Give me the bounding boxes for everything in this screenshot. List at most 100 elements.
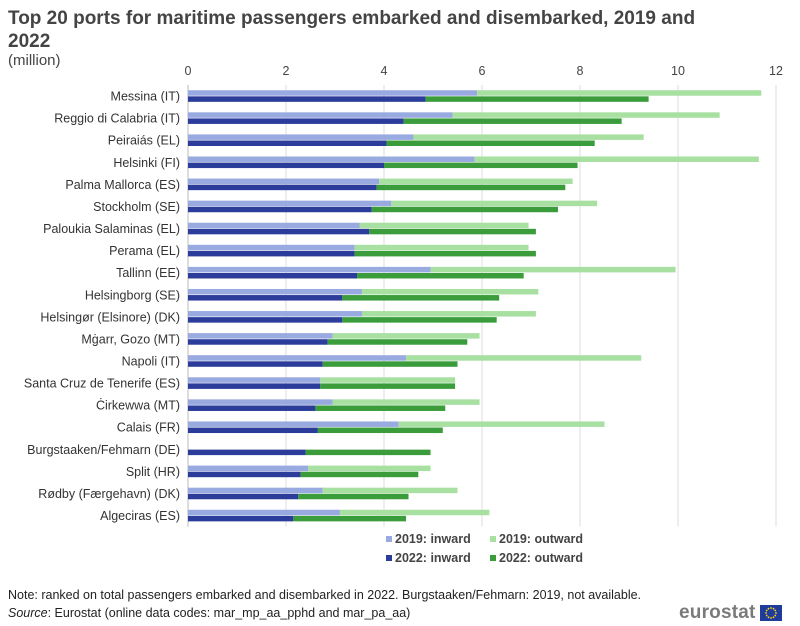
bar-2022-outward xyxy=(315,405,446,411)
bar-2019-inward xyxy=(188,112,453,118)
bar-2022-inward xyxy=(188,317,343,323)
bar-2022-outward xyxy=(322,361,458,367)
legend-swatch xyxy=(386,555,392,561)
bar-2019-inward xyxy=(188,509,340,516)
category-label: Helsinki (FI) xyxy=(113,156,180,170)
legend-label: 2022: inward xyxy=(395,551,471,565)
bar-chart: 0 2 4 6 8 10 12 Messina (IT) Reggio di Calabria … xyxy=(24,64,783,565)
bar-2019-outward xyxy=(308,465,431,472)
bar-2022-outward xyxy=(342,317,497,323)
bar-2022-inward xyxy=(188,184,377,191)
bar-2022-inward xyxy=(188,272,358,279)
bar-2022-inward xyxy=(188,427,318,434)
bar-2022-outward xyxy=(293,515,407,522)
bar-2019-inward xyxy=(188,156,475,162)
category-label: Burgstaaken/Fehmarn (DE) xyxy=(27,443,180,457)
category-label: Mġarr, Gozo (MT) xyxy=(81,332,180,346)
bar-2019-inward xyxy=(188,399,333,405)
source-label: Source xyxy=(8,606,48,620)
bar-2022-inward xyxy=(188,449,306,456)
bar-2019-inward xyxy=(188,244,355,251)
bar-2019-outward xyxy=(474,156,759,162)
source-text: : Eurostat (online data codes: mar_mp_aa… xyxy=(47,606,411,620)
bar-2019-inward xyxy=(188,333,333,339)
bar-2022-outward xyxy=(300,471,419,478)
bar-2022-outward xyxy=(425,96,649,102)
category-label: Split (HR) xyxy=(126,465,180,479)
bar-2019-outward xyxy=(406,355,642,361)
bar-2022-outward xyxy=(386,140,595,146)
bar-2019-inward xyxy=(188,311,362,317)
x-tick-label: 12 xyxy=(769,64,783,78)
legend-label: 2019: outward xyxy=(499,532,583,546)
legend-label: 2022: outward xyxy=(499,551,583,565)
chart-source: Source: Eurostat (online data codes: mar… xyxy=(8,606,410,620)
bar-2022-outward xyxy=(305,449,431,456)
bar-2022-outward xyxy=(342,295,500,301)
category-label: Tallinn (EE) xyxy=(116,266,180,280)
chart-note: Note: ranked on total passengers embarke… xyxy=(8,588,642,602)
bar-2019-outward xyxy=(332,333,480,339)
bar-2022-outward xyxy=(327,339,468,345)
bar-2022-inward xyxy=(188,471,301,478)
bar-2022-outward xyxy=(357,272,524,279)
bar-2022-inward xyxy=(188,361,323,367)
bar-2022-outward xyxy=(384,162,578,169)
bar-2019-outward xyxy=(413,134,644,140)
bar-2022-inward xyxy=(188,118,404,124)
bar-2019-outward xyxy=(430,266,676,273)
category-label: Reggio di Calabria (IT) xyxy=(54,112,180,126)
x-tick-label: 2 xyxy=(283,64,290,78)
bar-2019-outward xyxy=(361,311,536,317)
bar-2022-outward xyxy=(376,184,566,191)
bar-2022-outward xyxy=(298,493,409,500)
x-tick-label: 8 xyxy=(577,64,584,78)
bar-2019-outward xyxy=(320,377,456,383)
eurostat-logo: eurostat xyxy=(679,602,782,624)
category-label: Napoli (IT) xyxy=(122,355,180,369)
bar-2019-outward xyxy=(452,112,720,118)
bar-2019-inward xyxy=(188,487,323,494)
eurostat-wordmark: eurostat xyxy=(679,602,756,623)
legend-label: 2019: inward xyxy=(395,532,471,546)
legend-swatch xyxy=(490,536,496,542)
bar-2019-inward xyxy=(188,200,392,207)
bar-2022-outward xyxy=(369,228,536,235)
legend-swatch xyxy=(490,555,496,561)
bar-2019-inward xyxy=(188,465,309,472)
bar-2022-outward xyxy=(403,118,622,124)
bar-2019-inward xyxy=(188,355,407,361)
category-label: Algeciras (ES) xyxy=(100,509,180,523)
bar-2019-inward xyxy=(188,178,380,185)
bar-2022-outward xyxy=(354,250,536,257)
category-label: Messina (IT) xyxy=(111,90,180,104)
category-label: Palma Mallorca (ES) xyxy=(65,178,180,192)
bar-2019-inward xyxy=(188,266,431,273)
bar-2019-outward xyxy=(359,222,529,229)
eu-flag-icon xyxy=(759,605,782,621)
x-tick-label: 6 xyxy=(479,64,486,78)
bar-2019-outward xyxy=(361,288,539,295)
category-label: Paloukia Salaminas (EL) xyxy=(43,222,180,236)
bar-2022-outward xyxy=(317,427,443,434)
x-tick-label: 0 xyxy=(185,64,192,78)
category-label: Calais (FR) xyxy=(117,421,180,435)
bar-2019-outward xyxy=(354,244,529,251)
category-label: Ċirkewwa (MT) xyxy=(96,399,180,413)
bar-2022-inward xyxy=(188,140,387,146)
bar-2019-outward xyxy=(339,509,490,516)
bar-2019-inward xyxy=(188,90,478,96)
bar-2022-inward xyxy=(188,228,370,235)
category-label: Santa Cruz de Tenerife (ES) xyxy=(24,377,180,391)
bar-2022-inward xyxy=(188,206,372,213)
bar-2019-inward xyxy=(188,421,399,427)
bar-2022-inward xyxy=(188,383,321,389)
bar-2019-outward xyxy=(477,90,762,96)
bar-2019-outward xyxy=(322,487,458,494)
bar-2022-inward xyxy=(188,250,355,257)
chart-title: Top 20 ports for maritime passengers emb… xyxy=(8,8,696,52)
bar-2019-inward xyxy=(188,288,362,295)
bar-2019-outward xyxy=(379,178,573,185)
legend-swatch xyxy=(386,536,392,542)
bar-2019-outward xyxy=(391,200,598,207)
